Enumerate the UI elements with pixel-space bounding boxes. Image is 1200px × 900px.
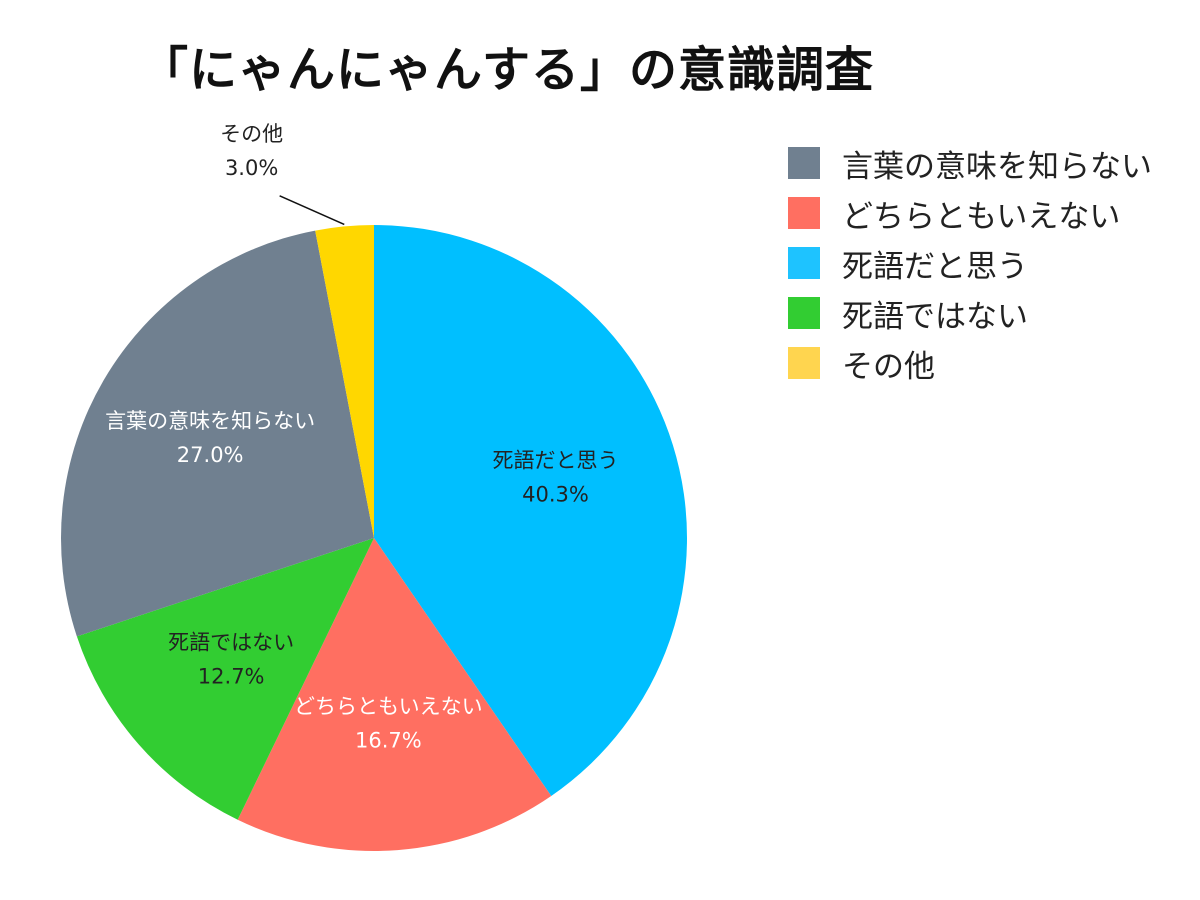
legend-label-4: 死語ではない [842,298,1028,335]
slice-label-1: 死語だと思う [492,449,618,473]
legend-swatch-4 [788,297,820,329]
chart-title: 「にゃんにゃんする」の意識調査 [140,42,875,98]
pie-slice-5 [315,225,374,538]
slice-value-label-2: 16.7% [355,728,422,752]
chart-legend: 言葉の意味を知らない どちらともいえない 死語だと思う 死語ではない その他 [788,138,1188,388]
legend-swatch-1 [788,147,820,179]
legend-item-3: 死語だと思う [788,238,1188,288]
slice-label-3: 死語ではない [168,630,294,654]
slice-label-5: その他 [220,122,283,146]
leader-line-5 [279,195,345,226]
legend-swatch-5 [788,347,820,379]
slice-value-label-1: 40.3% [522,483,589,507]
slice-value-label-5: 3.0% [225,156,278,180]
legend-label-3: 死語だと思う [842,248,1028,285]
legend-label-2: どちらともいえない [842,198,1121,235]
slice-label-2: どちらともいえない [294,694,483,718]
legend-item-4: 死語ではない [788,288,1188,338]
legend-item-5: その他 [788,338,1188,388]
slice-value-label-4: 27.0% [177,443,244,467]
legend-label-1: 言葉の意味を知らない [842,148,1152,185]
legend-swatch-3 [788,247,820,279]
legend-label-5: その他 [842,348,935,385]
pie-slice-1 [374,225,687,797]
pie-slice-4 [61,230,375,637]
slice-value-label-3: 12.7% [198,664,265,688]
pie-slice-3 [76,538,375,820]
pie-slice-2 [237,538,552,851]
legend-item-1: 言葉の意味を知らない [788,138,1188,188]
legend-item-2: どちらともいえない [788,188,1188,238]
slice-label-4: 言葉の意味を知らない [105,409,315,433]
legend-swatch-2 [788,197,820,229]
